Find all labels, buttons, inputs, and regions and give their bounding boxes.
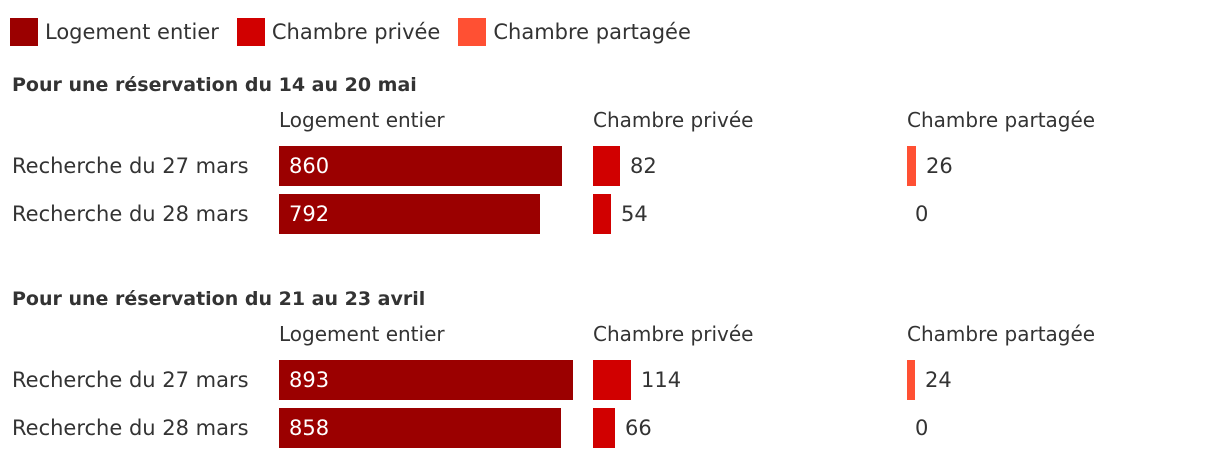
bar	[279, 408, 561, 448]
bar	[593, 194, 611, 234]
data-label: 858	[289, 416, 330, 440]
data-label: 0	[915, 202, 929, 226]
data-label: 54	[621, 202, 648, 226]
bar	[279, 194, 540, 234]
legend-swatch	[10, 18, 38, 46]
legend-item-chambre-privee: Chambre privée	[236, 18, 441, 46]
column-header: Chambre privée	[593, 108, 754, 132]
row-label: Recherche du 27 mars	[12, 154, 249, 178]
legend-item-logement-entier: Logement entier	[10, 18, 219, 46]
group-title: Pour une réservation du 21 au 23 avril	[12, 288, 426, 310]
legend-label: Chambre partagée	[493, 20, 691, 44]
legend-swatch	[236, 18, 265, 46]
data-label: 24	[925, 368, 952, 392]
legend: Logement entier Chambre privée Chambre p…	[10, 14, 709, 50]
data-label: 860	[289, 154, 330, 178]
chart-group: Pour une réservation du 21 au 23 avril Lo…	[0, 288, 1220, 468]
bar	[593, 360, 631, 400]
data-label: 26	[926, 154, 953, 178]
chart-group: Pour une réservation du 14 au 20 mai Loge…	[0, 74, 1220, 254]
data-label: 114	[641, 368, 682, 392]
legend-item-chambre-partagee: Chambre partagée	[458, 18, 691, 46]
row-label: Recherche du 27 mars	[12, 368, 249, 392]
bar	[279, 146, 562, 186]
bar	[279, 360, 573, 400]
bar	[593, 408, 615, 448]
bar	[907, 360, 915, 400]
column-header: Logement entier	[279, 108, 445, 132]
bar	[593, 146, 620, 186]
legend-swatch	[458, 18, 487, 46]
row-label: Recherche du 28 mars	[12, 202, 249, 226]
data-label: 893	[289, 368, 330, 392]
data-label: 0	[915, 416, 929, 440]
column-header: Chambre partagée	[907, 322, 1096, 346]
group-title: Pour une réservation du 14 au 20 mai	[12, 74, 417, 96]
legend-label: Logement entier	[45, 20, 219, 44]
column-header: Chambre privée	[593, 322, 754, 346]
data-label: 82	[630, 154, 657, 178]
data-label: 66	[625, 416, 652, 440]
data-label: 792	[289, 202, 330, 226]
bar	[907, 146, 916, 186]
legend-label: Chambre privée	[271, 20, 441, 44]
row-label: Recherche du 28 mars	[12, 416, 249, 440]
column-header: Logement entier	[279, 322, 445, 346]
column-header: Chambre partagée	[907, 108, 1096, 132]
